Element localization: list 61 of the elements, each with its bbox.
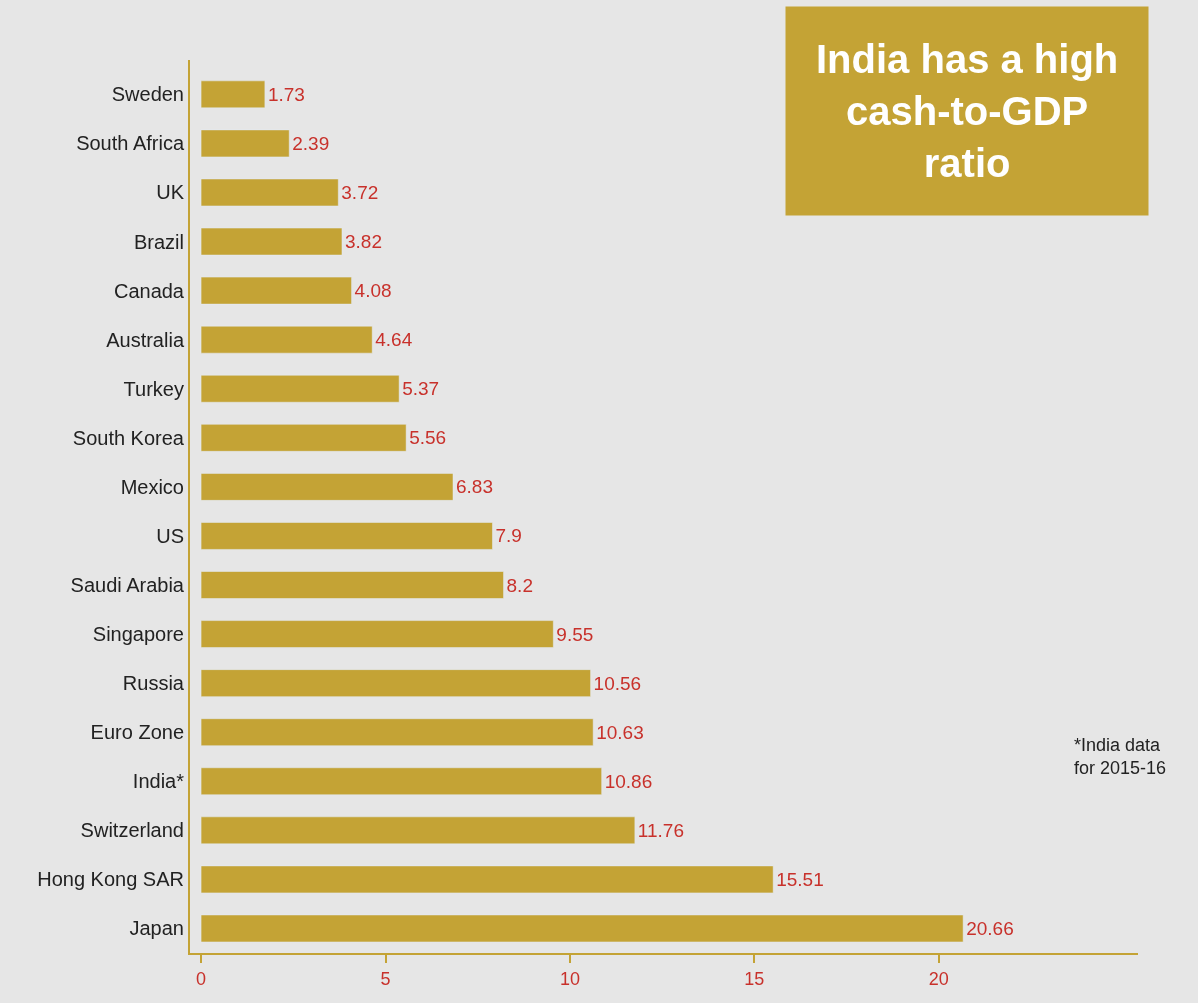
bar xyxy=(200,276,352,305)
y-tick-label: Mexico xyxy=(120,475,184,498)
data-label: 8.2 xyxy=(506,574,533,596)
data-label: 3.82 xyxy=(344,231,382,253)
data-label: 4.64 xyxy=(375,329,413,351)
x-tick-label: 10 xyxy=(559,968,580,989)
data-label: 5.56 xyxy=(409,427,447,449)
data-label: 4.08 xyxy=(354,280,392,302)
bar xyxy=(200,129,290,158)
bar xyxy=(200,325,373,354)
y-tick-label: UK xyxy=(156,181,185,204)
data-label: 3.72 xyxy=(341,181,379,203)
bar xyxy=(200,816,636,845)
y-tick-label: Turkey xyxy=(123,377,184,400)
y-tick-label: Australia xyxy=(106,328,185,351)
bar xyxy=(200,669,591,697)
bar xyxy=(200,178,339,207)
y-tick-label: Sweden xyxy=(111,83,184,106)
x-tick-label: 20 xyxy=(928,968,949,989)
bar xyxy=(200,620,554,648)
y-tick-label: Canada xyxy=(113,279,185,302)
data-label: 10.63 xyxy=(596,721,644,743)
bar xyxy=(200,571,504,599)
data-label: 7.9 xyxy=(495,525,522,547)
bar xyxy=(200,80,266,109)
bar xyxy=(200,718,594,746)
data-label: 20.66 xyxy=(966,917,1014,939)
bar xyxy=(200,424,407,452)
data-label: 5.37 xyxy=(402,378,440,400)
bar xyxy=(200,375,400,403)
x-tick-label: 0 xyxy=(196,968,207,989)
y-tick-label: South Africa xyxy=(76,132,185,155)
y-tick-label: Russia xyxy=(122,672,185,695)
bar xyxy=(200,522,493,550)
x-tick-label: 5 xyxy=(380,968,391,989)
y-tick-label: India* xyxy=(132,770,185,793)
data-label: 9.55 xyxy=(556,623,594,645)
y-tick-label: Euro Zone xyxy=(90,721,184,744)
data-label: 10.86 xyxy=(604,770,653,792)
bar xyxy=(200,865,774,894)
data-label: 1.73 xyxy=(267,83,305,105)
data-label: 10.56 xyxy=(593,672,642,694)
data-label: 2.39 xyxy=(292,132,330,154)
bar xyxy=(200,767,602,796)
x-tick-label: 15 xyxy=(744,968,765,989)
y-tick-label: Singapore xyxy=(92,623,184,646)
bar xyxy=(200,914,964,943)
y-tick-label: South Korea xyxy=(72,426,185,449)
bar xyxy=(200,473,454,501)
data-label: 15.51 xyxy=(776,868,824,890)
y-tick-label: Japan xyxy=(129,917,184,940)
y-tick-label: Hong Kong SAR xyxy=(37,868,184,891)
data-label: 11.76 xyxy=(637,819,684,841)
y-tick-label: Saudi Arabia xyxy=(70,574,185,597)
y-tick-label: Switzerland xyxy=(80,819,184,842)
y-tick-label: US xyxy=(156,524,184,547)
y-tick-label: Brazil xyxy=(133,230,184,253)
annotation: *India data for 2015-16 xyxy=(1074,735,1167,779)
bar xyxy=(200,227,343,256)
text: India has a high cash-to-GDP ratio xyxy=(816,37,1119,185)
data-label: 6.83 xyxy=(456,476,493,498)
